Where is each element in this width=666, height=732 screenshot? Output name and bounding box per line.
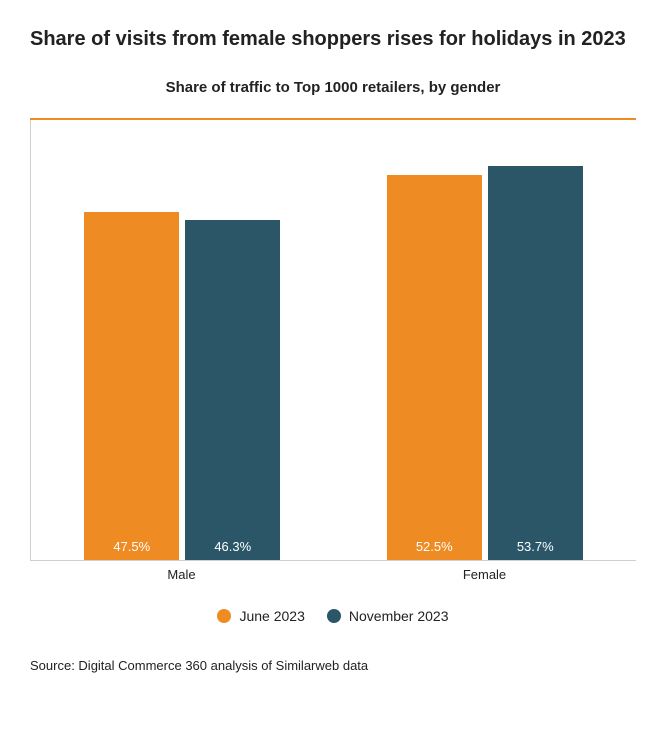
bar-value-label: 53.7%	[488, 539, 583, 554]
bar-value-label: 52.5%	[387, 539, 482, 554]
bar-male-november: 46.3%	[185, 220, 280, 560]
bar-female-november: 53.7%	[488, 166, 583, 560]
bar-male-june: 47.5%	[84, 212, 179, 560]
bar-groups: 47.5% 46.3% 52.5% 53.7%	[31, 120, 636, 560]
legend-item-june: June 2023	[217, 608, 304, 624]
chart-title: Share of visits from female shoppers ris…	[30, 28, 636, 51]
legend-swatch-icon	[217, 609, 231, 623]
legend-label: November 2023	[349, 608, 449, 624]
group-female: 52.5% 53.7%	[334, 120, 637, 560]
x-axis: Male Female	[30, 560, 636, 582]
legend-item-november: November 2023	[327, 608, 449, 624]
plot-area: 47.5% 46.3% 52.5% 53.7%	[30, 120, 636, 560]
bar-female-june: 52.5%	[387, 175, 482, 560]
chart-subtitle: Share of traffic to Top 1000 retailers, …	[30, 79, 636, 96]
legend-swatch-icon	[327, 609, 341, 623]
bar-value-label: 47.5%	[84, 539, 179, 554]
source-text: Source: Digital Commerce 360 analysis of…	[30, 658, 636, 673]
group-male: 47.5% 46.3%	[31, 120, 334, 560]
bar-value-label: 46.3%	[185, 539, 280, 554]
chart-container: Share of visits from female shoppers ris…	[0, 0, 666, 732]
x-label-female: Female	[333, 561, 636, 582]
legend-label: June 2023	[239, 608, 304, 624]
legend: June 2023 November 2023	[30, 608, 636, 624]
x-label-male: Male	[30, 561, 333, 582]
